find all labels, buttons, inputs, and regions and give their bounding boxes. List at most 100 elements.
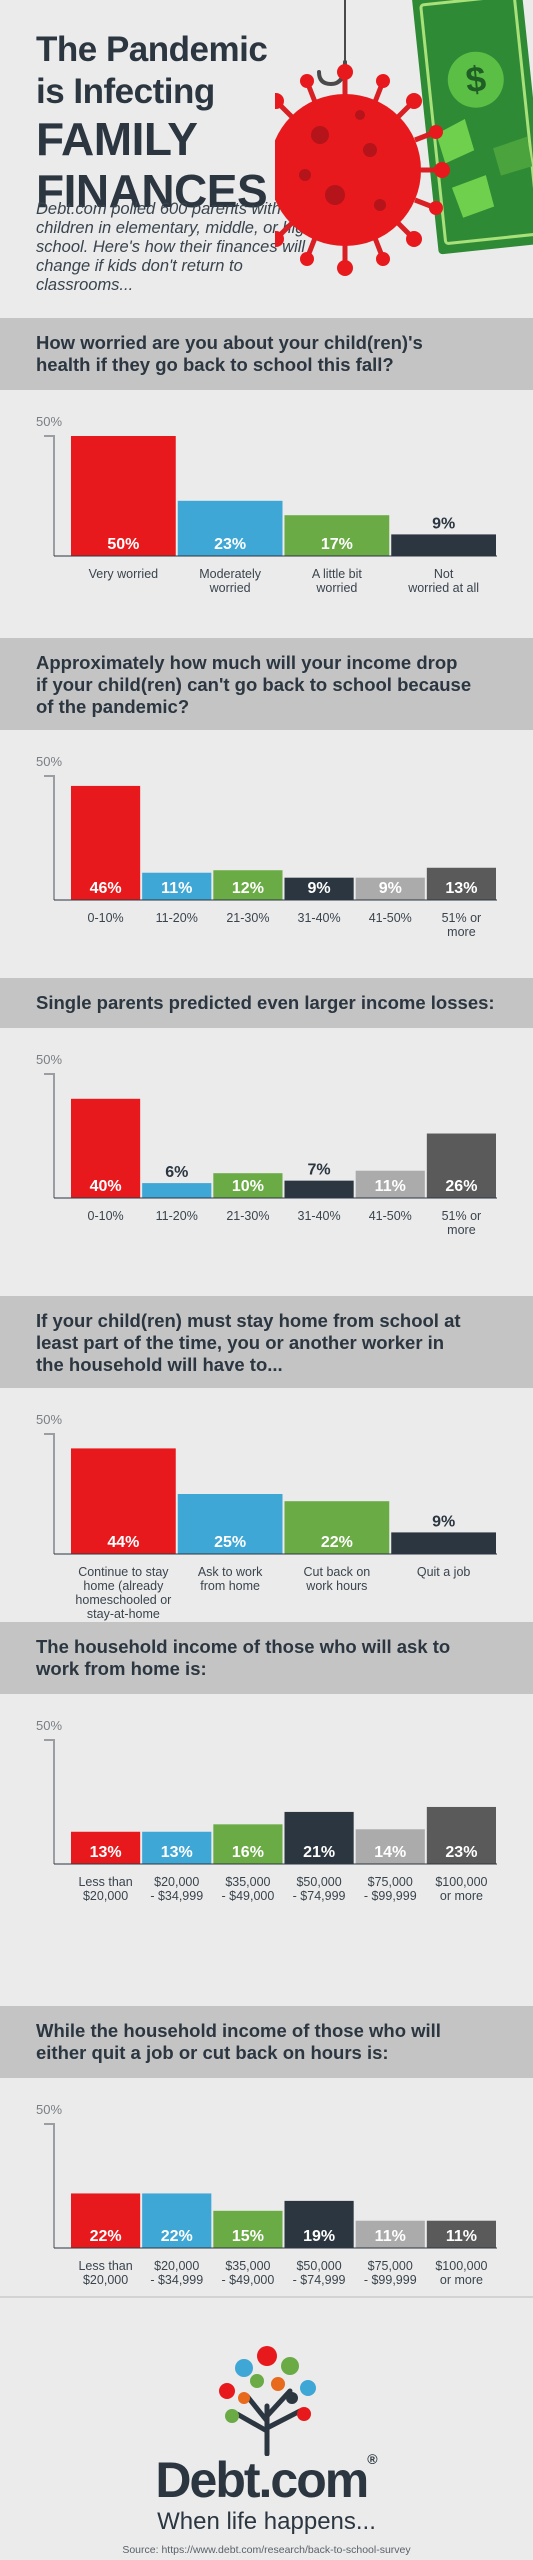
category-label: Ask to work	[198, 1565, 263, 1579]
bar	[355, 2220, 425, 2248]
title-line-1: The Pandemic	[36, 30, 268, 69]
intro-text: Debt.com polled 600 parents with childre…	[36, 200, 314, 294]
category-label: $100,000	[435, 2259, 487, 2273]
footer-divider	[0, 2296, 533, 2298]
source-citation: Source: https://www.debt.com/research/ba…	[122, 2544, 411, 2556]
category-label: Less than	[78, 2259, 132, 2273]
category-label: $50,000	[296, 1875, 341, 1889]
axis-max-label: 50%	[36, 2102, 62, 2117]
bar	[71, 1831, 141, 1864]
question-text: How worried are you about your child(ren…	[36, 332, 423, 353]
category-label: or more	[440, 2273, 483, 2287]
value-label: 11%	[161, 880, 192, 897]
bar	[426, 1806, 496, 1864]
coronavirus-icon	[275, 64, 450, 276]
question-text: work from home is:	[36, 1658, 207, 1679]
category-label: - $49,000	[222, 2273, 275, 2287]
brand-logo: Debt.com®	[0, 2451, 533, 2509]
bar-chart: 50%50%Very worried23%Moderatelyworried17…	[36, 414, 497, 595]
registered-mark: ®	[367, 2451, 378, 2467]
value-label: 14%	[374, 1844, 406, 1861]
value-label: 22%	[90, 2228, 122, 2245]
value-label: 9%	[379, 880, 402, 897]
category-label: Very worried	[89, 567, 159, 581]
category-label: homeschooled or	[75, 1593, 171, 1607]
bar	[71, 1098, 141, 1198]
bar	[426, 867, 496, 900]
category-label: $100,000	[435, 1875, 487, 1889]
question-text: least part of the time, you or another w…	[36, 1332, 445, 1353]
category-label: 51% or	[442, 911, 482, 925]
category-label: - $99,999	[364, 1889, 417, 1903]
axis-max-label: 50%	[36, 414, 62, 429]
tree-logo-icon	[219, 2346, 316, 2456]
virus-hook-money-illustration: $	[275, 0, 533, 276]
category-label: work hours	[305, 1579, 367, 1593]
y-axis-line	[44, 775, 55, 900]
category-label: - $34,999	[150, 2273, 203, 2287]
value-label: 11%	[375, 1178, 406, 1195]
y-axis-line	[44, 435, 55, 556]
question-text: health if they go back to school this fa…	[36, 354, 394, 375]
value-label: 44%	[107, 1534, 139, 1551]
category-label: or more	[440, 1889, 483, 1903]
category-label: Not	[434, 567, 454, 581]
question-text: Single parents predicted even larger inc…	[36, 992, 495, 1013]
survey-section: Single parents predicted even larger inc…	[0, 978, 533, 1286]
axis-max-label: 50%	[36, 1718, 62, 1733]
value-label: 13%	[161, 1844, 193, 1861]
header: The Pandemic is Infecting FAMILY FINANCE…	[0, 0, 533, 318]
category-label: $75,000	[368, 1875, 413, 1889]
value-label: 16%	[232, 1844, 264, 1861]
category-label: $20,000	[154, 2259, 199, 2273]
category-label: 41-50%	[369, 1209, 412, 1223]
category-label: $35,000	[225, 1875, 270, 1889]
bar	[71, 785, 141, 900]
survey-section: The household income of those who will a…	[0, 1622, 533, 1952]
category-label: 41-50%	[369, 911, 412, 925]
category-label: worried at all	[407, 581, 479, 595]
bar	[426, 1133, 496, 1198]
bar	[391, 534, 496, 556]
bar	[142, 1831, 212, 1864]
value-label: 26%	[445, 1178, 477, 1195]
value-label: 13%	[445, 880, 477, 897]
title-line-4: FINANCES	[36, 165, 268, 217]
axis-max-label: 50%	[36, 1412, 62, 1427]
survey-section: If your child(ren) must stay home from s…	[0, 1296, 533, 1676]
value-label: 9%	[432, 1513, 455, 1530]
bar	[71, 436, 176, 556]
question-band	[0, 1622, 533, 1694]
footer: Debt.com® When life happens... Source: h…	[0, 2296, 533, 2560]
question-text: the household will have to...	[36, 1354, 283, 1375]
question-text: if your child(ren) can't go back to scho…	[36, 674, 472, 695]
question-text: Approximately how much will your income …	[36, 652, 458, 673]
category-label: A little bit	[312, 567, 363, 581]
y-axis-line	[44, 1433, 55, 1554]
value-label: 46%	[90, 880, 122, 897]
bar	[213, 1824, 283, 1864]
axis-max-label: 50%	[36, 754, 62, 769]
category-label: Moderately	[199, 567, 262, 581]
category-label: 21-30%	[226, 1209, 269, 1223]
bar	[142, 2193, 212, 2248]
value-label: 15%	[232, 2228, 264, 2245]
title-line-3: FAMILY	[36, 113, 198, 165]
question-text: either quit a job or cut back on hours i…	[36, 2042, 389, 2063]
value-label: 40%	[90, 1178, 122, 1195]
category-label: 51% or	[442, 1209, 482, 1223]
bar	[426, 2220, 496, 2248]
category-label: Continue to stay	[78, 1565, 169, 1579]
y-axis-line	[44, 1739, 55, 1864]
category-label: Cut back on	[304, 1565, 371, 1579]
category-label: stay-at-home	[87, 1607, 160, 1621]
bar-chart: 50% 46% 0-10% 11% 11-20% 12% 21-30% 9% 31-40% 9% 4…	[36, 754, 497, 939]
bar	[284, 1180, 354, 1198]
bar	[284, 1501, 390, 1554]
title-line-2: is Infecting	[36, 72, 215, 111]
bar	[71, 2193, 141, 2248]
category-label: worried	[315, 581, 357, 595]
value-label: 23%	[445, 1844, 477, 1861]
brand-name: Debt.com	[155, 2452, 369, 2508]
bar	[391, 1532, 496, 1554]
